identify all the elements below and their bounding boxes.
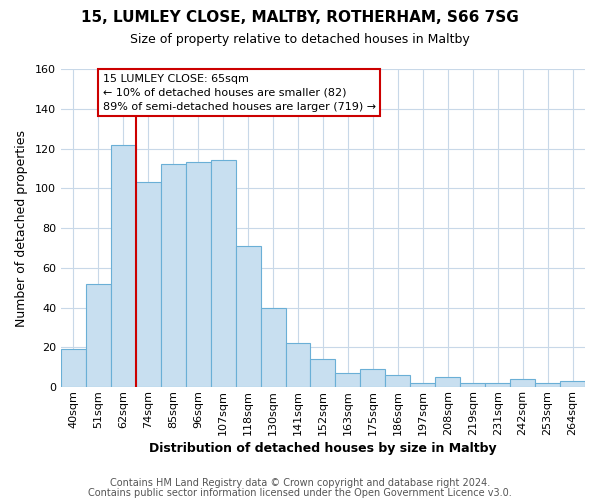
Bar [310,360,335,387]
Text: 15, LUMLEY CLOSE, MALTBY, ROTHERHAM, S66 7SG: 15, LUMLEY CLOSE, MALTBY, ROTHERHAM, S66… [81,10,519,25]
X-axis label: Distribution of detached houses by size in Maltby: Distribution of detached houses by size … [149,442,497,455]
Bar [435,377,460,387]
Text: Contains public sector information licensed under the Open Government Licence v3: Contains public sector information licen… [88,488,512,498]
Bar [385,375,410,387]
Bar [86,284,111,387]
Bar [485,383,510,387]
Bar [286,344,310,387]
Text: 15 LUMLEY CLOSE: 65sqm
← 10% of detached houses are smaller (82)
89% of semi-det: 15 LUMLEY CLOSE: 65sqm ← 10% of detached… [103,74,376,112]
Bar [335,373,361,387]
Bar [361,370,385,387]
Bar [510,379,535,387]
Y-axis label: Number of detached properties: Number of detached properties [15,130,28,326]
Bar [161,164,186,387]
Bar [460,383,485,387]
Bar [61,350,86,387]
Bar [211,160,236,387]
Bar [136,182,161,387]
Bar [186,162,211,387]
Bar [236,246,260,387]
Bar [560,381,585,387]
Bar [111,144,136,387]
Bar [535,383,560,387]
Text: Size of property relative to detached houses in Maltby: Size of property relative to detached ho… [130,32,470,46]
Bar [260,308,286,387]
Text: Contains HM Land Registry data © Crown copyright and database right 2024.: Contains HM Land Registry data © Crown c… [110,478,490,488]
Bar [410,383,435,387]
